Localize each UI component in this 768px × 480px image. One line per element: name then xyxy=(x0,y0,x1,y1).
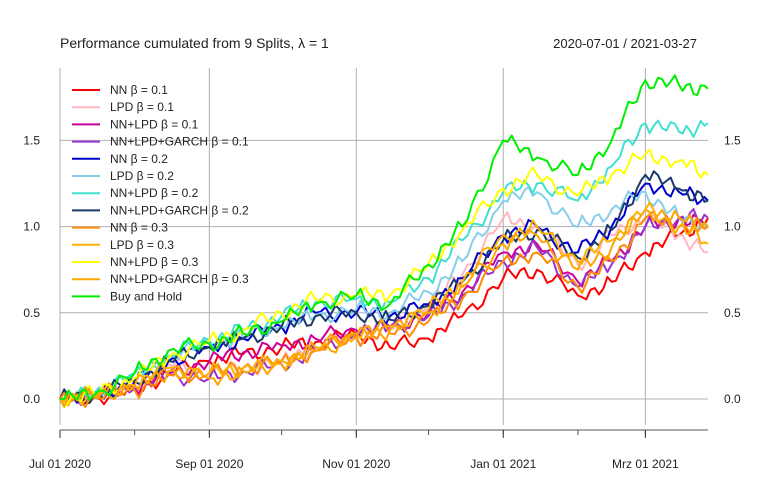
x-tick-label: Sep 01 2020 xyxy=(175,457,243,471)
y-tick-label-left: 1.0 xyxy=(23,220,40,234)
series-lines xyxy=(59,74,709,409)
legend-label: NN+LPD+GARCH β = 0.1 xyxy=(110,135,249,149)
chart-title: Performance cumulated from 9 Splits, λ =… xyxy=(60,35,329,51)
x-tick-label: Jul 01 2020 xyxy=(29,457,91,471)
x-axis: Jul 01 2020 Sep 01 2020 Nov 01 2020 Jan 01 … xyxy=(29,429,708,471)
legend-label: NN β = 0.2 xyxy=(110,152,168,166)
series-line xyxy=(59,74,709,401)
y-axis-right: 0.0 0.5 1.0 1.5 xyxy=(724,133,741,406)
legend-label: Buy and Hold xyxy=(110,289,182,303)
y-axis-left: 0.0 0.5 1.0 1.5 xyxy=(23,133,40,406)
y-tick-label-right: 0.5 xyxy=(724,306,741,320)
series-line xyxy=(59,148,709,409)
series-line xyxy=(59,210,709,409)
series-line xyxy=(59,201,709,407)
legend-label: LPD β = 0.1 xyxy=(110,100,174,114)
y-tick-label-left: 0.0 xyxy=(23,392,40,406)
x-tick-label: Nov 01 2020 xyxy=(322,457,390,471)
y-tick-label-right: 0.0 xyxy=(724,392,741,406)
legend-label: NN+LPD+GARCH β = 0.2 xyxy=(110,203,249,217)
y-tick-label-left: 1.5 xyxy=(23,133,40,147)
legend-label: NN+LPD β = 0.1 xyxy=(110,117,199,131)
legend-label: NN β = 0.1 xyxy=(110,83,168,97)
legend-label: NN+LPD β = 0.2 xyxy=(110,186,199,200)
legend-label: NN β = 0.3 xyxy=(110,221,168,235)
date-range-label: 2020-07-01 / 2021-03-27 xyxy=(553,36,697,51)
legend-label: NN+LPD+GARCH β = 0.3 xyxy=(110,272,249,286)
legend-label: NN+LPD β = 0.3 xyxy=(110,255,199,269)
legend: NN β = 0.1 LPD β = 0.1 NN+LPD β = 0.1 NN+LP… xyxy=(72,83,249,303)
y-tick-label-left: 0.5 xyxy=(23,306,40,320)
y-tick-label-right: 1.0 xyxy=(724,220,741,234)
legend-label: LPD β = 0.3 xyxy=(110,238,174,252)
series-line xyxy=(59,208,709,408)
grid-lines xyxy=(59,68,708,425)
y-tick-label-right: 1.5 xyxy=(724,133,741,147)
x-tick-label: Mrz 01 2021 xyxy=(612,457,679,471)
legend-label: LPD β = 0.2 xyxy=(110,169,174,183)
x-tick-label: Jan 01 2021 xyxy=(470,457,536,471)
series-line xyxy=(59,170,709,404)
